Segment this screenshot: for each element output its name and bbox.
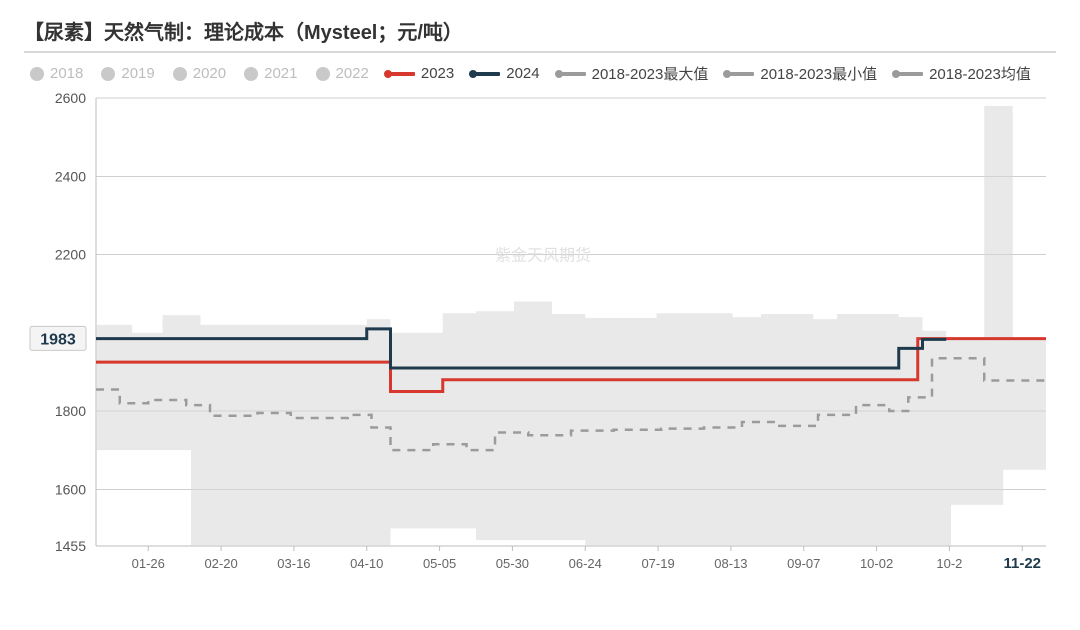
legend-swatch xyxy=(173,67,187,81)
legend-swatch xyxy=(387,72,415,76)
legend-label: 2024 xyxy=(506,65,539,82)
legend-label: 2018-2023最大值 xyxy=(592,63,709,84)
legend-label: 2023 xyxy=(421,65,454,82)
svg-text:01-26: 01-26 xyxy=(132,556,165,571)
svg-text:04-10: 04-10 xyxy=(350,556,383,571)
legend-swatch xyxy=(472,72,500,76)
svg-text:05-30: 05-30 xyxy=(496,556,529,571)
svg-text:08-13: 08-13 xyxy=(714,556,747,571)
legend-swatch xyxy=(726,72,754,76)
legend-label: 2019 xyxy=(121,65,154,82)
legend: 2018 2019 2020 2021 2022 2023 2024 2018-2023最大值… xyxy=(24,63,1056,84)
svg-text:2400: 2400 xyxy=(55,168,86,184)
svg-text:10-2: 10-2 xyxy=(936,556,962,571)
legend-label: 2018 xyxy=(50,65,83,82)
svg-text:05-05: 05-05 xyxy=(423,556,456,571)
svg-text:2200: 2200 xyxy=(55,247,86,263)
svg-text:1455: 1455 xyxy=(55,538,86,554)
legend-item-7[interactable]: 2018-2023最大值 xyxy=(558,63,709,84)
legend-swatch xyxy=(895,72,923,76)
legend-item-9[interactable]: 2018-2023均值 xyxy=(895,63,1031,84)
legend-item-0[interactable]: 2018 xyxy=(30,63,83,84)
legend-item-4[interactable]: 2022 xyxy=(316,63,369,84)
legend-label: 2020 xyxy=(193,65,226,82)
chart-svg: 1455 1600 1800 2200 2400 2600 1983 紫金天风期货 01-26 0… xyxy=(24,90,1056,580)
chart-title: 【尿素】天然气制：理论成本（Mysteel；元/吨） xyxy=(24,16,1056,53)
legend-item-3[interactable]: 2021 xyxy=(244,63,297,84)
svg-text:09-07: 09-07 xyxy=(787,556,820,571)
legend-swatch xyxy=(101,67,115,81)
svg-text:07-19: 07-19 xyxy=(641,556,674,571)
legend-swatch xyxy=(244,67,258,81)
svg-text:1983: 1983 xyxy=(40,331,76,348)
legend-item-5[interactable]: 2023 xyxy=(387,63,454,84)
legend-item-6[interactable]: 2024 xyxy=(472,63,539,84)
legend-item-8[interactable]: 2018-2023最小值 xyxy=(726,63,877,84)
chart-area: 1455 1600 1800 2200 2400 2600 1983 紫金天风期货 01-26 0… xyxy=(24,90,1056,580)
svg-text:11-22: 11-22 xyxy=(1003,555,1041,572)
svg-text:02-20: 02-20 xyxy=(204,556,237,571)
svg-text:1800: 1800 xyxy=(55,403,86,419)
legend-label: 2021 xyxy=(264,65,297,82)
svg-text:10-02: 10-02 xyxy=(860,556,893,571)
svg-text:06-24: 06-24 xyxy=(569,556,602,571)
svg-text:1600: 1600 xyxy=(55,481,86,497)
svg-text:03-16: 03-16 xyxy=(277,556,310,571)
legend-label: 2022 xyxy=(336,65,369,82)
legend-label: 2018-2023均值 xyxy=(929,63,1031,84)
svg-text:紫金天风期货: 紫金天风期货 xyxy=(495,246,591,264)
legend-swatch xyxy=(316,67,330,81)
svg-text:2600: 2600 xyxy=(55,90,86,106)
legend-swatch xyxy=(558,72,586,76)
legend-item-2[interactable]: 2020 xyxy=(173,63,226,84)
legend-label: 2018-2023最小值 xyxy=(760,63,877,84)
legend-swatch xyxy=(30,67,44,81)
legend-item-1[interactable]: 2019 xyxy=(101,63,154,84)
